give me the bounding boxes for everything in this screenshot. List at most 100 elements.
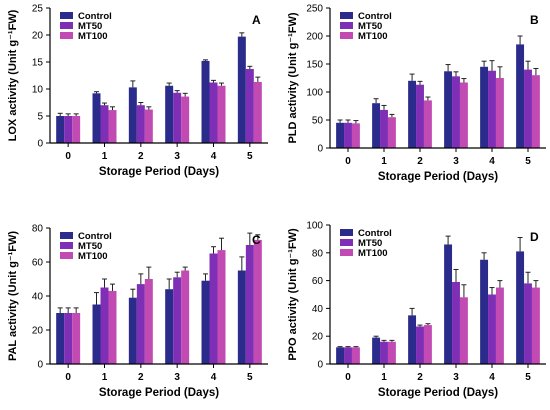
bar <box>459 297 468 364</box>
bar <box>108 110 117 143</box>
bar <box>416 326 424 364</box>
bar <box>524 69 532 148</box>
legend-swatch <box>60 22 73 29</box>
x-tick-label: 0 <box>65 151 71 162</box>
chart-panel-c: 0 20 40 60 80 0 1 2 3 4 5 Storage Period (Days) PAL … <box>7 224 268 399</box>
bar <box>480 66 489 148</box>
y-tick-label: 100 <box>306 88 323 99</box>
bar <box>495 287 504 364</box>
bar <box>531 75 540 148</box>
bar <box>387 117 396 148</box>
legend-label: MT100 <box>358 248 388 259</box>
x-tick-label: 4 <box>211 151 217 162</box>
y-tick-label: 100 <box>306 221 323 232</box>
x-axis-title: Storage Period (Days) <box>378 387 498 399</box>
bar <box>444 244 453 364</box>
bar <box>336 347 345 364</box>
y-tick-label: 10 <box>32 85 44 96</box>
bar <box>488 70 496 148</box>
bar <box>245 245 254 364</box>
x-tick-label: 4 <box>211 372 217 383</box>
x-tick-label: 0 <box>65 372 71 383</box>
bar <box>444 71 453 148</box>
x-tick-label: 2 <box>138 372 144 383</box>
bar <box>408 80 417 148</box>
y-tick-label: 0 <box>37 360 43 371</box>
legend-swatch <box>340 32 353 39</box>
bar <box>516 251 525 364</box>
y-axis-title: LOX activity (Unit g⁻¹FW) <box>7 9 19 141</box>
legend-swatch <box>60 252 73 259</box>
y-tick-label: 200 <box>306 32 323 43</box>
bar <box>217 85 226 143</box>
x-tick-label: 5 <box>525 156 531 167</box>
legend-swatch <box>340 229 353 236</box>
legend-swatch <box>340 12 353 19</box>
chart-panel-a: 0 5 10 15 20 25 0 1 2 3 4 5 Storage Period (Days) LOX… <box>7 4 268 178</box>
bar <box>92 304 101 364</box>
legend-swatch <box>60 32 73 39</box>
bar <box>408 315 417 364</box>
bar <box>344 347 352 364</box>
bar <box>56 313 65 364</box>
bar <box>136 105 145 143</box>
legend-swatch <box>60 12 73 19</box>
bar <box>128 297 137 364</box>
bar <box>72 313 81 364</box>
bar <box>100 105 109 143</box>
chart-panel-d: 0 20 40 60 80 100 0 1 2 3 4 5 Storage Period (Days) P… <box>287 221 546 399</box>
bar <box>144 109 153 143</box>
legend-label: Control <box>358 228 392 239</box>
bar <box>387 341 396 364</box>
bar <box>372 337 381 364</box>
bar <box>380 341 388 364</box>
bar <box>380 109 388 148</box>
y-tick-label: 40 <box>312 304 324 315</box>
bar <box>136 284 145 364</box>
bar <box>495 78 504 148</box>
panel-letter: A <box>252 13 261 27</box>
x-axis-title: Storage Period (Days) <box>99 166 219 178</box>
bar <box>209 253 218 364</box>
panel-letter: B <box>530 13 539 27</box>
bar <box>165 289 174 364</box>
bar <box>237 270 246 364</box>
x-tick-label: 4 <box>489 372 495 383</box>
y-tick-label: 5 <box>37 112 43 123</box>
bar <box>480 259 489 364</box>
legend-swatch <box>340 249 353 256</box>
bar <box>253 239 262 364</box>
y-tick-label: 0 <box>317 144 323 155</box>
bar <box>344 122 352 148</box>
bar <box>201 60 210 143</box>
bar <box>416 84 424 148</box>
x-tick-label: 0 <box>345 156 351 167</box>
y-axis-title: PLD activity (Unit g⁻¹FW) <box>287 12 299 143</box>
bar <box>72 116 81 143</box>
bar <box>372 103 381 148</box>
bar <box>253 81 262 143</box>
legend-swatch <box>340 22 353 29</box>
y-tick-label: 150 <box>306 60 323 71</box>
y-tick-label: 20 <box>32 326 44 337</box>
x-tick-label: 5 <box>525 372 531 383</box>
bar <box>144 279 153 364</box>
bar <box>209 82 218 143</box>
x-tick-label: 3 <box>174 151 180 162</box>
bar <box>100 287 109 364</box>
x-tick-label: 2 <box>417 156 423 167</box>
y-tick-label: 80 <box>32 224 44 235</box>
x-tick-label: 0 <box>345 372 351 383</box>
legend-label: Control <box>78 231 112 242</box>
legend-label: MT100 <box>78 251 108 262</box>
y-tick-label: 0 <box>37 139 43 150</box>
bar <box>181 270 190 364</box>
y-tick-label: 15 <box>32 58 44 69</box>
bar <box>128 87 137 143</box>
x-tick-label: 2 <box>417 372 423 383</box>
bar <box>165 85 174 143</box>
x-tick-label: 5 <box>247 151 253 162</box>
bar <box>64 116 73 143</box>
bar <box>452 281 460 364</box>
